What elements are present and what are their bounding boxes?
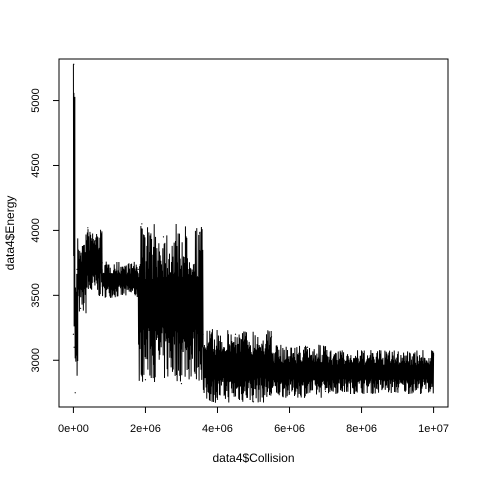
data-point [137,268,139,270]
x-tick-label: 2e+06 [130,423,161,435]
x-tick-label: 6e+06 [274,423,305,435]
data-point [74,392,76,394]
data-point [252,401,255,403]
series-layer [72,63,435,403]
data-point [101,262,103,264]
x-axis-label: data4$Collision [212,451,294,465]
y-tick-label: 3500 [30,283,42,307]
data-point [126,275,129,277]
data-point [432,354,435,356]
data-point [94,240,96,242]
x-tick-label: 8e+06 [346,423,377,435]
data-point [72,333,75,335]
data-point [144,379,147,381]
y-tick-label: 4500 [30,153,42,177]
data-point [396,388,399,390]
x-axis: 0e+00 2e+06 4e+06 6e+06 8e+06 1e+07 [58,406,449,435]
data-point [360,351,363,354]
energy-series-line [72,64,435,403]
data-point [216,398,219,400]
y-axis: 3000 3500 4000 4500 5000 [30,88,60,372]
x-tick-label: 1e+07 [418,423,449,435]
data-point [73,138,76,141]
data-point [80,307,82,309]
x-tick-label: 4e+06 [202,423,233,435]
data-point [270,336,273,338]
data-point [141,223,143,225]
data-point [73,63,75,65]
y-axis-label: data4$Energy [3,196,17,271]
data-point [324,390,327,393]
data-point [108,281,111,283]
x-tick-label: 0e+00 [58,423,89,435]
data-point [306,346,309,348]
data-point [73,346,75,348]
data-point [288,392,291,394]
data-point [87,227,89,229]
data-point [234,333,237,335]
data-point [202,333,204,335]
data-point [76,268,78,270]
y-tick-label: 4000 [30,218,42,242]
data-point [162,236,165,238]
y-tick-label: 5000 [30,88,42,112]
data-point [198,232,201,234]
data-point [180,383,183,385]
y-tick-label: 3000 [30,348,42,372]
